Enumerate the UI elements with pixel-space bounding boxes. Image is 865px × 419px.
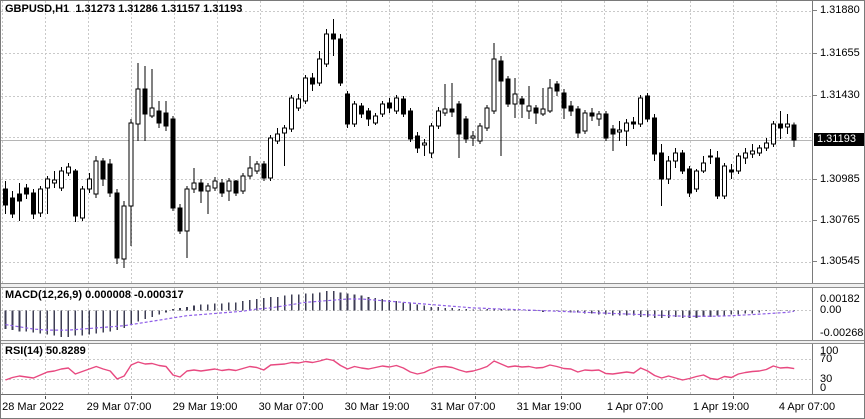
time-tick-mark — [217, 396, 218, 399]
current-price-badge: 1.31193 — [814, 133, 864, 146]
rsi-indicator-window[interactable]: RSI(14) 50.8289 — [1, 344, 813, 394]
rsi-axis-label: 0 — [820, 382, 827, 394]
macd-canvas[interactable] — [1, 288, 812, 340]
candlestick-canvas[interactable] — [1, 1, 812, 283]
time-tick-label: 30 Mar 19:00 — [344, 401, 410, 413]
macd-axis-label: 0.00182 — [820, 293, 860, 305]
time-tick-label: 29 Mar 19:00 — [172, 401, 238, 413]
time-tick-mark — [733, 396, 734, 399]
price-tick-label: 1.30985 — [820, 172, 860, 185]
time-tick-label: 31 Mar 19:00 — [516, 401, 582, 413]
time-tick-mark — [45, 396, 46, 399]
rsi-canvas[interactable] — [1, 344, 812, 394]
time-tick-label: 4 Apr 07:00 — [778, 401, 836, 413]
price-axis[interactable]: 1.31193 1.31880 1.31655 1.31430 1.30985 1.30… — [813, 1, 864, 283]
symbol-label: GBPUSD,H1 — [5, 3, 70, 15]
time-tick-label: 30 Mar 07:00 — [258, 401, 324, 413]
time-tick-mark — [475, 396, 476, 399]
time-tick-label: 28 Mar 2022 — [2, 401, 64, 413]
rsi-axis-label: 70 — [820, 352, 833, 365]
time-tick-label: 1 Apr 07:00 — [606, 401, 664, 413]
rsi-value: 50.8289 — [45, 345, 86, 357]
time-tick-mark — [131, 396, 132, 399]
price-tick-mark — [813, 178, 817, 180]
time-tick-label: 31 Mar 07:00 — [430, 401, 496, 413]
time-tick-label: 1 Apr 19:00 — [692, 401, 750, 413]
time-tick-mark — [303, 396, 304, 399]
window-resize-handle[interactable] — [1, 283, 864, 288]
price-tick-mark — [813, 220, 817, 222]
time-tick-label: 29 Mar 07:00 — [86, 401, 152, 413]
price-tick-label: 1.31655 — [820, 46, 860, 59]
macd-label: MACD(12,26,9) 0.000008 -0.000317 — [5, 289, 184, 301]
macd-row: MACD(12,26,9) 0.000008 -0.000317 0.00182… — [1, 288, 864, 340]
rsi-row: RSI(14) 50.8289 100 70 30 0 — [1, 344, 864, 394]
price-tick-label: 1.31430 — [820, 89, 860, 102]
rsi-axis-label: 30 — [820, 372, 833, 385]
main-chart-row: GBPUSD,H1 1.31273 1.31286 1.31157 1.3119… — [1, 1, 864, 283]
macd-axis[interactable]: 0.00182 0.00 -0.002686 — [813, 288, 864, 340]
rsi-axis[interactable]: 100 70 30 0 — [813, 344, 864, 394]
time-axis[interactable]: 28 Mar 2022 29 Mar 07:00 29 Mar 19:00 30 Ma… — [1, 396, 864, 418]
time-tick-mark — [561, 396, 562, 399]
rsi-axis-label: 100 — [820, 345, 839, 357]
window-resize-handle[interactable] — [1, 340, 864, 344]
macd-indicator-window[interactable]: MACD(12,26,9) 0.000008 -0.000317 — [1, 288, 813, 340]
price-tick-mark — [813, 95, 817, 97]
price-tick-mark — [813, 261, 817, 263]
macd-axis-label: -0.002686 — [820, 327, 865, 339]
rsi-label: RSI(14) 50.8289 — [5, 345, 86, 357]
chart-header: GBPUSD,H1 1.31273 1.31286 1.31157 1.3119… — [5, 3, 242, 15]
price-tick-label: 1.31880 — [820, 4, 860, 17]
time-axis-line — [1, 394, 864, 397]
price-tick-mark — [813, 52, 817, 54]
main-price-chart[interactable]: GBPUSD,H1 1.31273 1.31286 1.31157 1.3119… — [1, 1, 813, 283]
macd-axis-label: 0.00 — [820, 303, 842, 316]
macd-values: 0.000008 -0.000317 — [85, 289, 184, 301]
price-tick-label: 1.30545 — [820, 255, 860, 268]
price-tick-label: 1.30765 — [820, 214, 860, 227]
time-tick-mark — [647, 396, 648, 399]
header-ohlc-label: 1.31273 1.31286 1.31157 1.31193 — [75, 3, 243, 15]
price-tick-mark — [813, 10, 817, 12]
time-tick-mark — [389, 396, 390, 399]
